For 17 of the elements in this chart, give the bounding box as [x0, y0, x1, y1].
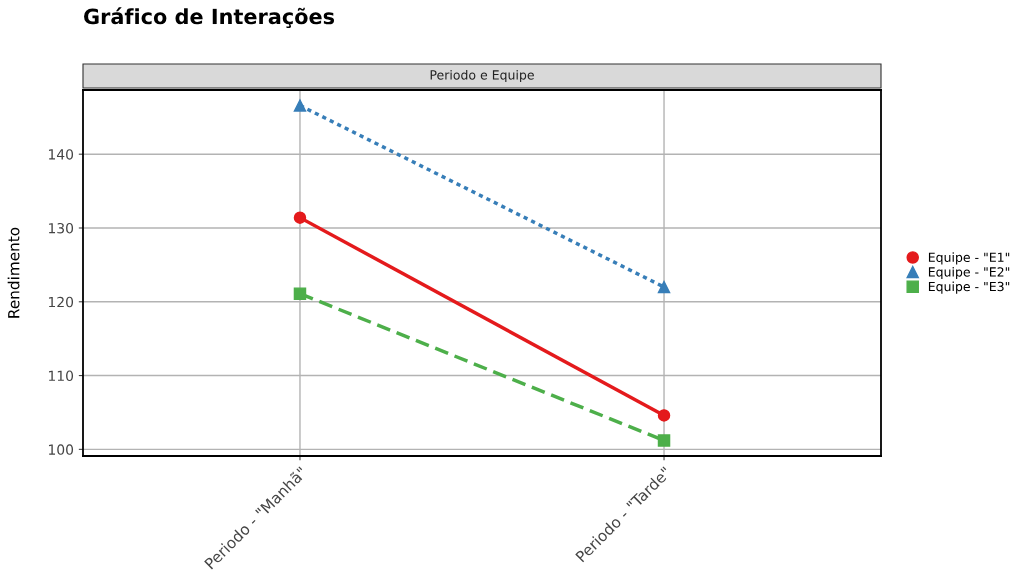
- point: [657, 409, 671, 422]
- legend-label: Equipe - "E3": [928, 281, 1010, 294]
- y-tick-label: 100: [48, 444, 74, 455]
- point: [657, 280, 671, 294]
- legend-label: Equipe - "E1": [928, 252, 1010, 265]
- y-tick-label: 130: [48, 222, 74, 234]
- point: [293, 211, 307, 224]
- point: [293, 99, 307, 112]
- y-tick-label: 140: [48, 149, 74, 160]
- chart-title: Gráfico de Interações: [84, 7, 335, 29]
- legend-label: Equipe - "E2": [928, 266, 1010, 280]
- point: [293, 287, 307, 300]
- y-tick-label: 110: [48, 370, 74, 382]
- chart-subtitle: Periodo e Equipe: [430, 69, 534, 83]
- point: [657, 434, 671, 447]
- y-tick-label: 120: [48, 296, 74, 308]
- y-axis-title: Rendimento: [7, 227, 20, 318]
